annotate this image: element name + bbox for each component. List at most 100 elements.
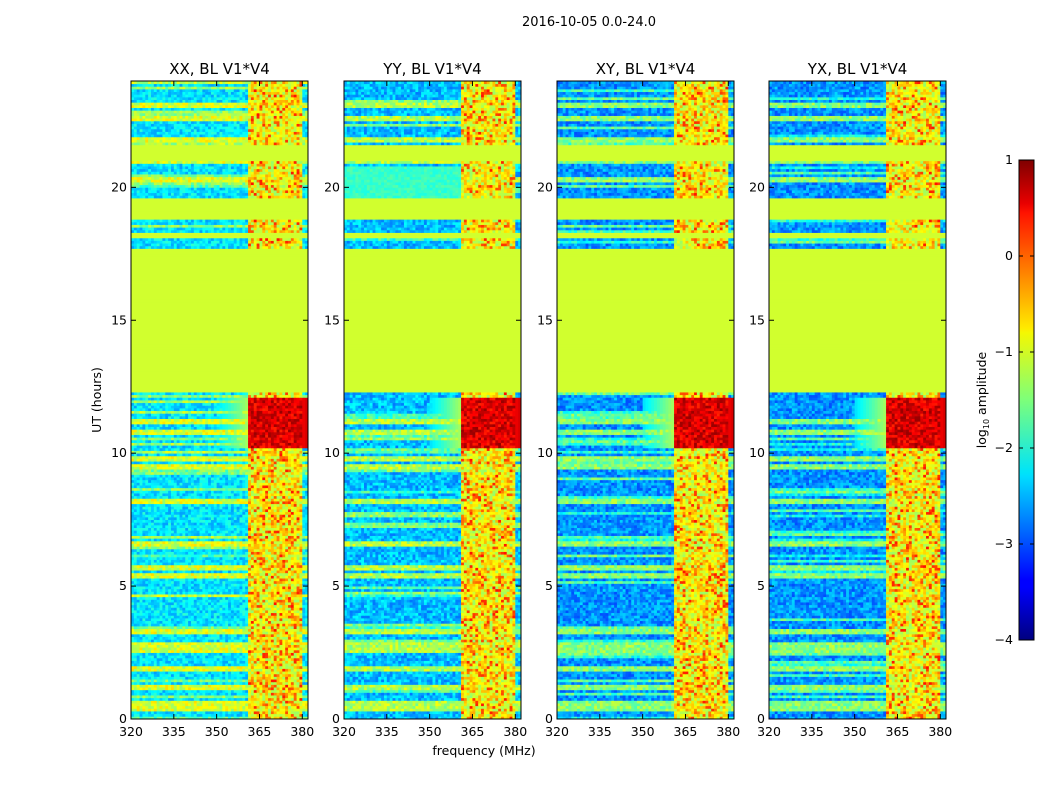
heatmap-cell	[185, 511, 189, 515]
heatmap-cell	[230, 540, 235, 544]
heatmap-cell	[213, 610, 218, 614]
heatmap-cell	[262, 668, 266, 672]
heatmap-cell	[265, 522, 269, 526]
heatmap-cell	[282, 522, 286, 526]
heatmap-cell	[222, 617, 226, 622]
heatmap-cell	[182, 591, 186, 595]
heatmap-cell	[133, 631, 138, 635]
heatmap-cell	[273, 506, 277, 510]
heatmap-cell	[170, 607, 175, 611]
heatmap-cell	[228, 586, 232, 590]
heatmap-cell	[210, 687, 215, 691]
heatmap-cell	[148, 575, 152, 579]
heatmap-cell	[245, 671, 249, 675]
heatmap-cell	[213, 679, 218, 683]
heatmap-cell	[299, 657, 303, 661]
heatmap-cell	[299, 527, 303, 531]
heatmap-cell	[133, 527, 138, 531]
heatmap-cell	[305, 625, 308, 630]
heatmap-cell	[228, 665, 232, 669]
heatmap-cell	[285, 594, 289, 598]
heatmap-cell	[259, 679, 263, 683]
heatmap-cell	[159, 708, 163, 712]
heatmap-cell	[202, 700, 206, 704]
heatmap-cell	[242, 570, 246, 574]
heatmap-cell	[236, 583, 240, 587]
heatmap-cell	[162, 543, 166, 547]
heatmap-cell	[219, 588, 223, 592]
heatmap-cell	[216, 564, 220, 568]
heatmap-cell	[282, 572, 286, 576]
heatmap-cell	[228, 546, 232, 550]
heatmap-cell	[250, 575, 255, 579]
heatmap-cell	[156, 615, 160, 619]
heatmap-cell	[210, 532, 215, 536]
heatmap-cell	[156, 711, 160, 715]
heatmap-cell	[288, 660, 292, 664]
heatmap-cell	[250, 639, 255, 643]
heatmap-cell	[213, 697, 218, 701]
heatmap-cell	[262, 570, 266, 574]
heatmap-cell	[176, 695, 180, 699]
heatmap-cell	[136, 580, 140, 584]
heatmap-cell	[136, 546, 140, 550]
heatmap-cell	[225, 538, 229, 542]
heatmap-cell	[302, 588, 306, 592]
heatmap-cell	[225, 546, 229, 550]
heatmap-cell	[190, 692, 195, 696]
heatmap-cell	[305, 684, 308, 688]
heatmap-cell	[165, 681, 169, 685]
heatmap-cell	[148, 652, 152, 656]
heatmap-cell	[305, 660, 308, 664]
heatmap-cell	[270, 625, 275, 630]
heatmap-cell	[133, 657, 138, 661]
heatmap-cell	[168, 700, 172, 704]
heatmap-cell	[216, 514, 220, 518]
heatmap-cell	[210, 644, 215, 648]
heatmap-cell	[256, 655, 260, 659]
heatmap-cell	[228, 556, 232, 560]
heatmap-cell	[250, 668, 255, 672]
heatmap-cell	[210, 681, 215, 685]
heatmap-cell	[148, 623, 152, 627]
heatmap-cell	[142, 668, 146, 672]
heatmap-cell	[216, 519, 220, 523]
heatmap-cell	[176, 506, 180, 510]
heatmap-cell	[148, 697, 152, 701]
heatmap-cell	[273, 514, 277, 518]
heatmap-cell	[136, 695, 140, 699]
heatmap-cell	[176, 636, 180, 640]
heatmap-cell	[236, 543, 240, 547]
heatmap-cell	[182, 649, 186, 653]
heatmap-cell	[270, 705, 275, 709]
heatmap-cell	[250, 607, 255, 611]
heatmap-cell	[228, 524, 232, 528]
heatmap-cell	[296, 681, 300, 685]
heatmap-cell	[159, 562, 163, 566]
heatmap-cell	[136, 697, 140, 701]
heatmap-cell	[268, 663, 272, 667]
heatmap-cell	[253, 508, 258, 513]
heatmap-cell	[185, 617, 189, 622]
heatmap-cell	[165, 583, 169, 587]
heatmap-cell	[293, 652, 297, 656]
heatmap-cell	[208, 508, 212, 513]
heatmap-cell	[228, 575, 232, 579]
heatmap-cell	[199, 639, 203, 643]
heatmap-cell	[233, 530, 238, 534]
heatmap-cell	[208, 564, 212, 568]
heatmap-cell	[176, 564, 180, 568]
heatmap-cell	[248, 641, 252, 645]
heatmap-cell	[190, 673, 195, 677]
heatmap-cell	[139, 655, 143, 659]
heatmap-cell	[162, 516, 166, 521]
heatmap-cell	[136, 514, 140, 518]
heatmap-cell	[170, 689, 175, 693]
heatmap-cell	[148, 716, 152, 719]
heatmap-cell	[182, 703, 186, 707]
heatmap-cell	[236, 623, 240, 627]
heatmap-cell	[136, 591, 140, 595]
heatmap-cell	[133, 660, 138, 664]
heatmap-cell	[139, 530, 143, 534]
heatmap-cell	[230, 633, 235, 637]
